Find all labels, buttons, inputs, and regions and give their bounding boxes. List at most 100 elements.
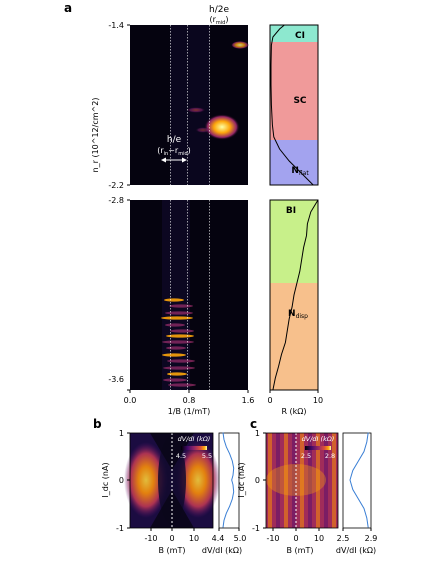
a-ylabel: n_r (10^12/cm^2) [91,98,100,173]
lower-streak [166,346,186,350]
region-ndisp [270,283,318,390]
a-he-label: h/e [167,135,182,145]
a-xtick-0: 0.0 [124,396,137,405]
b-colorbar-tick-0: 4.5 [176,452,186,460]
a-faint-streak-2 [195,127,211,133]
a-xtick-1: 0.8 [183,396,196,405]
lower-streak [161,316,193,320]
a-ytick-lower-bottom: -3.6 [108,375,124,384]
c-xtick-1: 0 [293,534,298,543]
b-heatmap [124,432,220,529]
a-ytick-upper-top: -1.4 [108,21,124,30]
panel-label-c: c [250,417,257,431]
b-ytick-mid: 0 [119,476,124,485]
a-upper-right-streak [231,41,249,49]
a-x-axis: 0.0 0.8 1.6 1/B (1/mT) [124,390,255,416]
lower-streak [168,383,196,387]
c-colorbar: dV/dI (kΩ) 2.5 2.8 [301,435,335,460]
label-ci: CI [295,31,305,41]
b-xtick-1: 0 [169,534,174,543]
a-he-sub: (rin~rmid) [157,146,191,157]
c-profile-xtick-0: 2.5 [337,534,350,543]
c-ytick-mid: 0 [255,476,260,485]
c-xtick-0: -10 [266,534,279,543]
b-xtick-0: -10 [144,534,157,543]
lower-streak [162,340,194,344]
lower-streak [169,304,193,308]
a-heatmap-lower-band [162,200,190,390]
a-ytick-lower-top: -2.8 [108,196,124,205]
c-stripe [268,433,272,528]
panel-label-b: b [93,417,102,431]
lower-streak [170,329,194,333]
c-heatmap [265,432,339,529]
lower-streak [164,298,184,302]
c-colorbar-label: dV/dI (kΩ) [302,435,335,443]
a-resistance-trace-lower [272,199,319,391]
lower-streak [166,334,194,338]
c-stripe [300,433,304,528]
a-xtick-2: 1.6 [242,396,255,405]
b-axes: -10 0 10 B (mT) 1 0 -1 I_dc (nA) [101,429,199,555]
b-ytick-top: 1 [119,429,124,438]
a-h2e-label: h/2e [209,5,229,15]
a-xlabel: 1/B (1/mT) [168,407,211,416]
c-ylabel: I_dc (nA) [237,462,246,497]
lower-streak [163,378,187,382]
b-profile-xtick-0: 4.4 [212,534,225,543]
a-h2e-sub: (rmid) [210,15,229,26]
b-profile: 4.4 5.0 dV/dI (kΩ) [202,432,247,555]
region-sc [270,42,318,140]
b-colorbar-label: dV/dI (kΩ) [178,435,211,443]
a-heatmap-upper-band [170,25,210,185]
c-stripe [332,433,336,528]
c-stripe [284,433,288,528]
b-colorbar: dV/dI (kΩ) 4.5 5.5 [176,435,212,460]
b-xlabel: B (mT) [159,546,186,555]
r-xtick-0: 0 [267,396,272,405]
label-bi: BI [286,206,296,216]
c-ytick-bottom: -1 [252,524,260,533]
lower-streak [163,366,195,370]
label-nflat: Nflat [291,166,309,177]
a-resistance-trace-upper [270,24,314,186]
b-profile-line [222,432,235,528]
a-resistance-x-axis: 0 10 R (kΩ) [267,390,323,416]
lower-streak [165,323,185,327]
c-stripe [276,433,280,528]
a-heatmap-upper [130,25,249,185]
r-xlabel: R (kΩ) [281,407,306,416]
c-stripe [324,433,328,528]
b-profile-xtick-1: 5.0 [234,534,247,543]
b-ylabel: I_dc (nA) [101,462,110,497]
c-colorbar-tick-0: 2.5 [301,452,311,460]
a-resistance-upper: CI SC Nflat [269,24,319,186]
c-axes: -10 0 10 B (mT) 1 0 -1 I_dc (nA) [237,429,324,555]
label-sc: SC [293,96,306,106]
panel-label-a: a [64,1,72,15]
a-ytick-upper-bottom: -2.2 [108,181,124,190]
lower-streak [162,353,186,357]
r-xtick-1: 10 [313,396,323,405]
lower-streak [165,311,193,315]
b-xtick-2: 10 [189,534,199,543]
b-colorbar-tick-1: 5.5 [202,452,212,460]
lower-streak [167,372,187,376]
c-profile-xtick-1: 2.9 [365,534,378,543]
c-stripe [316,433,320,528]
lower-streak [167,359,195,363]
a-lower-streaks [161,298,196,387]
a-y-axis: -1.4 -2.2 -2.8 -3.6 n_r (10^12/cm^2) [91,21,130,391]
a-he-arrow [161,157,187,163]
a-faint-streak-1 [186,107,206,113]
c-profile-xlabel: dV/dI (kΩ) [336,546,376,555]
b-ytick-bottom: -1 [116,524,124,533]
region-nflat [270,140,318,185]
a-bright-spot [204,114,240,140]
c-stripe [292,433,296,528]
a-resistance-lower: BI Ndisp [269,199,319,391]
c-stripes [268,433,336,528]
c-colorbar-tick-1: 2.8 [325,452,335,460]
c-stripe [308,433,312,528]
